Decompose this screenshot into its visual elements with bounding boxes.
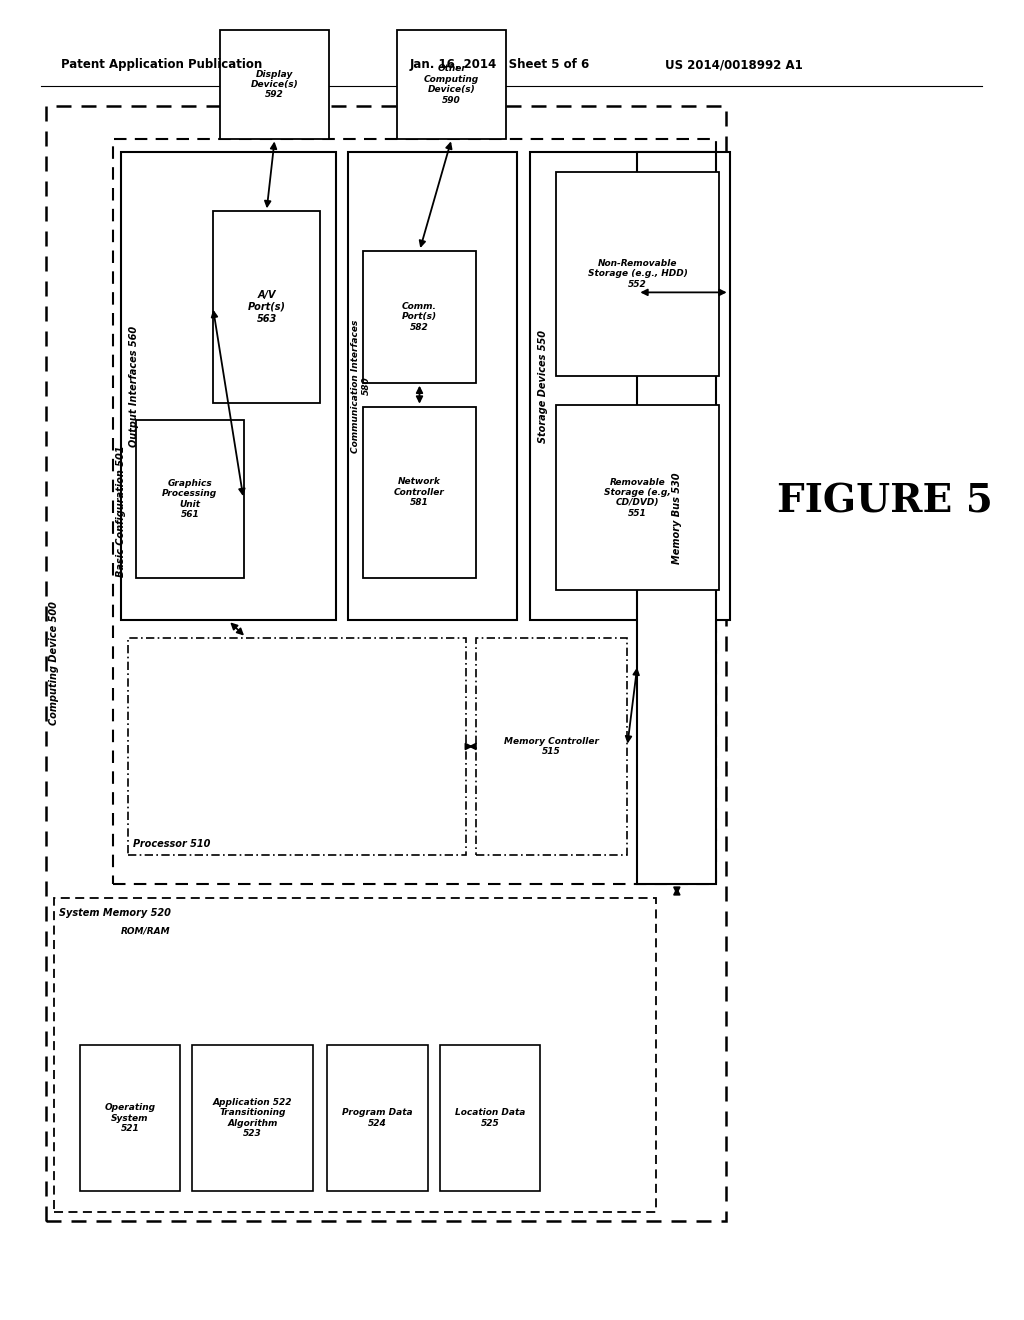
Text: Other
Computing
Device(s)
590: Other Computing Device(s) 590 [424, 65, 479, 104]
Bar [556, 172, 719, 376]
Text: Location Data
525: Location Data 525 [455, 1109, 525, 1127]
Text: Comm.
Port(s)
582: Comm. Port(s) 582 [402, 302, 437, 331]
Text: Storage Devices 550: Storage Devices 550 [539, 330, 548, 442]
Text: Communication Interfaces
580: Communication Interfaces 580 [351, 319, 371, 453]
Text: Removable
Storage (e.g,
CD/DVD)
551: Removable Storage (e.g, CD/DVD) 551 [604, 478, 671, 517]
Text: A/V
Port(s)
563: A/V Port(s) 563 [248, 290, 286, 323]
Text: Output Interfaces 560: Output Interfaces 560 [129, 326, 139, 446]
Text: Operating
System
521: Operating System 521 [104, 1104, 156, 1133]
Bar [348, 152, 517, 620]
Text: ROM/RAM: ROM/RAM [121, 927, 170, 936]
Text: Graphics
Processing
Unit
561: Graphics Processing Unit 561 [162, 479, 217, 519]
Bar [80, 1045, 180, 1191]
Bar [364, 407, 476, 578]
Text: Memory Controller
515: Memory Controller 515 [504, 737, 599, 756]
Bar [440, 1045, 541, 1191]
Text: Display
Device(s)
592: Display Device(s) 592 [251, 70, 299, 99]
Bar [136, 420, 244, 578]
Text: Processor 510: Processor 510 [133, 838, 210, 849]
Text: Patent Application Publication: Patent Application Publication [61, 58, 262, 71]
Text: System Memory 520: System Memory 520 [59, 908, 171, 919]
Bar [213, 211, 321, 403]
Text: Memory Bus 530: Memory Bus 530 [672, 473, 682, 564]
Bar [121, 152, 336, 620]
Bar [638, 152, 716, 884]
Text: Basic Configuration 501: Basic Configuration 501 [116, 446, 126, 577]
Bar [220, 30, 330, 139]
Bar [46, 106, 726, 1221]
Bar [476, 638, 628, 855]
Bar [113, 139, 716, 884]
Text: Program Data
524: Program Data 524 [342, 1109, 413, 1127]
Bar [128, 638, 466, 855]
Text: US 2014/0018992 A1: US 2014/0018992 A1 [665, 58, 803, 71]
Text: Network
Controller
581: Network Controller 581 [394, 478, 445, 507]
Text: Computing Device 500: Computing Device 500 [49, 602, 59, 725]
Bar [54, 898, 655, 1212]
Text: Non-Removable
Storage (e.g., HDD)
552: Non-Removable Storage (e.g., HDD) 552 [588, 259, 687, 289]
Text: FIGURE 5: FIGURE 5 [777, 483, 993, 520]
Text: Application 522
Transitioning
Algorithm
523: Application 522 Transitioning Algorithm … [213, 1098, 293, 1138]
Bar [364, 251, 476, 383]
Bar [193, 1045, 313, 1191]
Bar [328, 1045, 428, 1191]
Bar [556, 405, 719, 590]
Text: Jan. 16, 2014   Sheet 5 of 6: Jan. 16, 2014 Sheet 5 of 6 [410, 58, 590, 71]
Bar [397, 30, 507, 139]
Bar [530, 152, 729, 620]
